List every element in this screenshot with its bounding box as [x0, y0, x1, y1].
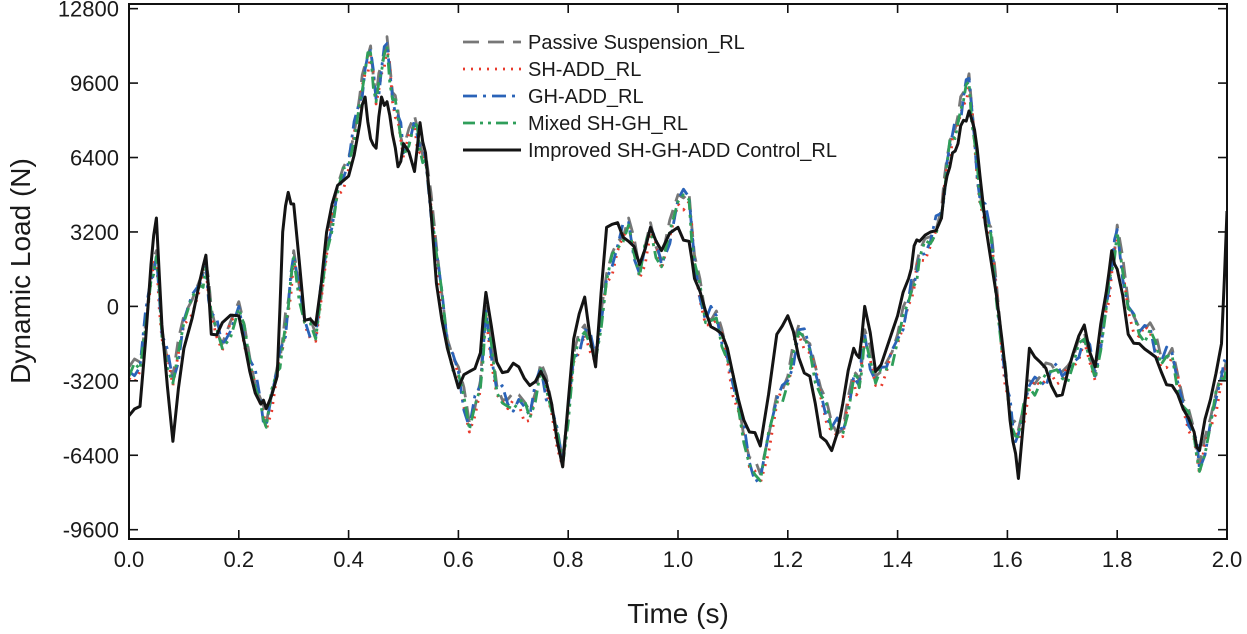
- x-axis: 0.0 0.2 0.4 0.6 0.8 1.0 1.2 1.4 1.6 1.8 2.0: [114, 4, 1243, 572]
- legend: Passive Suspension_RL SH-ADD_RL GH-ADD_RL M…: [463, 32, 837, 162]
- x-tick-label: 1.2: [773, 547, 804, 572]
- x-tick-label: 1.8: [1102, 547, 1133, 572]
- series-line-4: [129, 44, 1227, 483]
- y-tick-label: 3200: [70, 220, 119, 245]
- y-tick-label: 9600: [70, 71, 119, 96]
- legend-label-2: SH-ADD_RL: [528, 59, 641, 81]
- series-line-2: [129, 46, 1227, 485]
- legend-label-3: GH-ADD_RL: [528, 86, 644, 108]
- y-tick-label: -6400: [63, 443, 119, 468]
- x-tick-label: 1.6: [992, 547, 1023, 572]
- y-axis: 12800 9600 6400 3200 0 -3200 -6400 -9600: [58, 0, 1227, 543]
- x-tick-label: 0.8: [553, 547, 584, 572]
- x-tick-label: 0.4: [333, 547, 364, 572]
- series-line-1: [129, 35, 1227, 476]
- y-axis-title: Dynamic Load (N): [5, 158, 36, 384]
- series-layer: [129, 35, 1227, 485]
- legend-label-1: Passive Suspension_RL: [528, 32, 745, 54]
- x-axis-title: Time (s): [627, 598, 729, 629]
- x-tick-label: 0.6: [443, 547, 474, 572]
- y-tick-label: 6400: [70, 146, 119, 171]
- y-tick-label: 0: [107, 294, 119, 319]
- y-tick-label: 12800: [58, 0, 119, 22]
- x-tick-label: 0.2: [224, 547, 255, 572]
- legend-label-5: Improved SH-GH-ADD Control_RL: [528, 140, 837, 162]
- series-line-3: [129, 42, 1227, 483]
- plot-frame: [128, 3, 1228, 540]
- x-tick-label: 1.4: [882, 547, 913, 572]
- legend-label-4: Mixed SH-GH_RL: [528, 113, 688, 135]
- series-line-5: [129, 95, 1227, 480]
- x-tick-label: 2.0: [1212, 547, 1243, 572]
- x-tick-label: 1.0: [663, 547, 694, 572]
- x-tick-label: 0.0: [114, 547, 145, 572]
- y-tick-label: -9600: [63, 518, 119, 543]
- y-tick-label: -3200: [63, 369, 119, 394]
